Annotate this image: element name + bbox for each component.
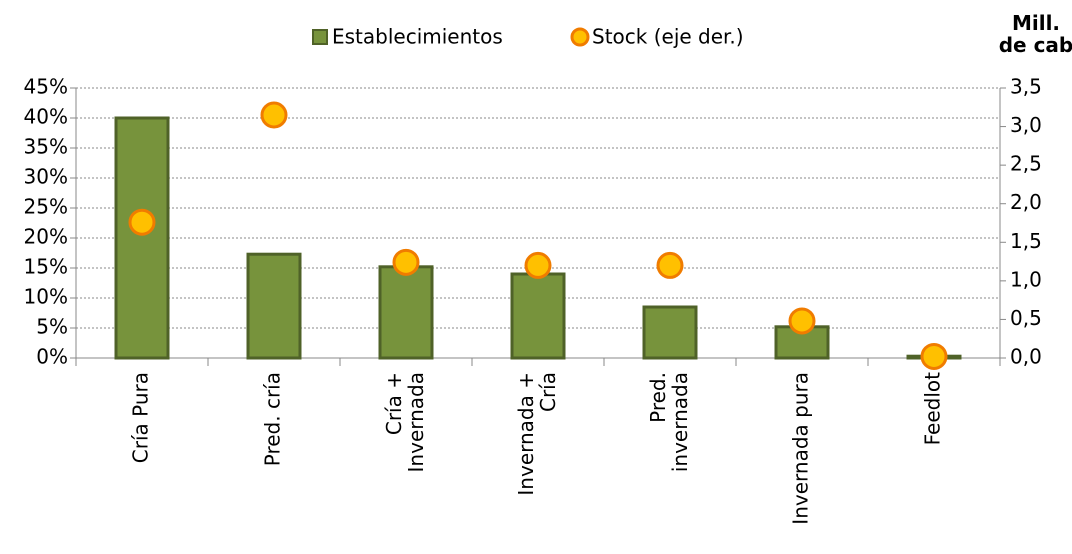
legend-label: Establecimientos: [332, 25, 503, 49]
y2-axis-title: Mill. de cab: [999, 11, 1072, 57]
x-tick-label: Cría Pura: [129, 372, 153, 463]
y2-tick-label: 1,0: [1010, 267, 1042, 291]
stock-point: [260, 101, 288, 129]
stock-point: [392, 248, 420, 276]
y2-tick-label: 1,5: [1010, 229, 1042, 253]
y2-tick-label: 2,5: [1010, 152, 1042, 176]
legend-swatch: [570, 27, 590, 47]
stock-point: [128, 208, 156, 236]
y-tick-label: 35%: [24, 135, 68, 159]
stock-point: [656, 251, 684, 279]
x-tick-label: Invernada pura: [789, 372, 813, 525]
y2-tick-label: 0,5: [1010, 306, 1042, 330]
legend-label: Stock (eje der.): [592, 25, 744, 49]
stock-point: [524, 251, 552, 279]
legend-swatch: [312, 29, 328, 45]
bar: [378, 265, 434, 360]
y-tick-label: 40%: [24, 105, 68, 129]
stock-point: [920, 342, 948, 370]
y-tick-label: 45%: [24, 75, 68, 99]
stock-point: [788, 307, 816, 335]
x-tick-label: Pred. cría: [261, 372, 285, 466]
bar: [246, 252, 302, 360]
x-tick-label: Cría +Invernada: [382, 372, 428, 472]
y2-tick-label: 3,5: [1010, 75, 1042, 99]
bar: [642, 305, 698, 360]
x-tick-label: Invernada +Cría: [514, 372, 560, 496]
y2-tick-label: 2,0: [1010, 190, 1042, 214]
y-tick-label: 10%: [24, 285, 68, 309]
x-tick-label: Feedlot: [921, 372, 945, 446]
bar: [510, 272, 566, 360]
bar: [114, 116, 170, 360]
x-tick-label: Pred.invernada: [646, 372, 692, 472]
y-tick-label: 20%: [24, 225, 68, 249]
y-tick-label: 15%: [24, 255, 68, 279]
y-tick-label: 25%: [24, 195, 68, 219]
y-tick-label: 30%: [24, 165, 68, 189]
y-tick-label: 5%: [36, 315, 68, 339]
y-tick-label: 0%: [36, 345, 68, 369]
y2-tick-label: 3,0: [1010, 113, 1042, 137]
y2-tick-label: 0,0: [1010, 345, 1042, 369]
